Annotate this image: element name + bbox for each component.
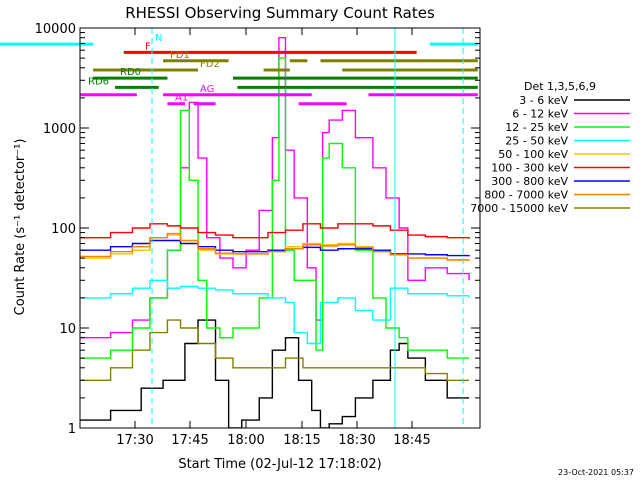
chart-title: RHESSI Observing Summary Count Rates xyxy=(125,4,435,22)
legend-label-8: 7000 - 15000 keV xyxy=(470,202,568,215)
x-tick-label-5: 18:45 xyxy=(393,433,430,448)
series-line-2 xyxy=(80,57,470,359)
legend-label-1: 6 - 12 keV xyxy=(512,108,568,121)
legend-label-2: 12 - 25 keV xyxy=(505,121,568,134)
series-line-5 xyxy=(80,223,470,239)
flag-label-n: N xyxy=(155,33,162,44)
legend-title: Det 1,3,5,6,9 xyxy=(524,80,596,93)
y-tick-label-3: 1000 xyxy=(43,122,76,137)
flag-label-rd6: RD6 xyxy=(88,76,109,87)
legend-label-0: 3 - 6 keV xyxy=(519,94,568,107)
legend-label-3: 25 - 50 keV xyxy=(505,135,568,148)
timestamp: 23-Oct-2021 05:37 xyxy=(558,468,634,477)
flag-label-a1: A1 xyxy=(175,93,188,104)
x-tick-label-0: 17:30 xyxy=(116,433,153,448)
series-line-3 xyxy=(80,279,470,345)
y-tick-label-1: 10 xyxy=(59,322,76,337)
series-line-8 xyxy=(80,319,470,381)
flag-label-fd1: FD1 xyxy=(170,50,190,61)
x-axis-label: Start Time (02-Jul-12 17:18:02) xyxy=(178,457,381,472)
x-tick-label-2: 18:00 xyxy=(227,433,264,448)
y-tick-label-2: 100 xyxy=(51,222,76,237)
x-tick-label-1: 17:45 xyxy=(171,433,208,448)
legend-label-5: 100 - 300 keV xyxy=(491,162,568,175)
y-axis-label: Count Rate (s⁻¹ detector⁻¹) xyxy=(13,139,28,316)
series-line-7 xyxy=(80,232,470,261)
y-tick-label-0: 1 xyxy=(68,422,76,437)
flag-label-ag: AG xyxy=(200,84,214,95)
flag-label-rd0: RD0 xyxy=(120,67,141,78)
flag-label-fd2: FD2 xyxy=(200,59,220,70)
flag-label-f: F xyxy=(145,41,151,52)
legend-label-4: 50 - 100 keV xyxy=(498,148,568,161)
y-tick-label-4: 10000 xyxy=(35,22,76,37)
legend-label-7: 800 - 7000 keV xyxy=(484,189,568,202)
legend-label-6: 300 - 800 keV xyxy=(491,175,568,188)
series-line-0 xyxy=(80,319,470,428)
x-tick-label-4: 18:30 xyxy=(338,433,375,448)
x-tick-label-3: 18:15 xyxy=(283,433,320,448)
